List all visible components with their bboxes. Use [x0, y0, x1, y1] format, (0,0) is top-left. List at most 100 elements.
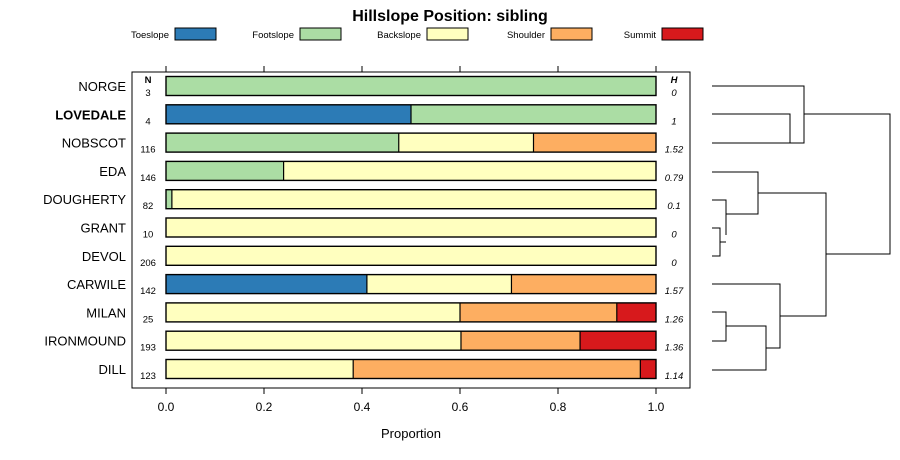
- h-value-lovedale: 1: [671, 116, 676, 127]
- dendrogram-branch: [712, 199, 727, 235]
- x-axis-label: Proportion: [381, 426, 441, 441]
- bar-segment-ironmound-backslope: [166, 331, 461, 351]
- h-column-header: H: [671, 75, 679, 86]
- soil-label-dougherty: DOUGHERTY: [43, 192, 126, 207]
- bar-segment-milan-backslope: [166, 302, 460, 322]
- bar-segment-carwile-toeslope: [166, 274, 367, 294]
- dendrogram-branch: [712, 171, 759, 215]
- n-value-milan: 25: [143, 314, 154, 325]
- n-value-devol: 206: [140, 258, 156, 269]
- h-value-grant: 0: [671, 230, 677, 241]
- bar-segment-carwile-backslope: [366, 274, 512, 294]
- legend-swatch-backslope: [426, 27, 469, 41]
- x-tick-label-0-2: 0.2: [256, 400, 273, 414]
- h-value-dougherty: 0.1: [667, 201, 680, 212]
- bar-outline-nobscot: [165, 132, 657, 153]
- h-value-milan: 1.26: [665, 314, 684, 325]
- soil-label-ironmound: IRONMOUND: [44, 334, 126, 349]
- bar-segment-milan-summit: [616, 302, 656, 322]
- legend-label-shoulder: Shoulder: [507, 30, 545, 41]
- bar-segment-dill-summit: [640, 359, 656, 379]
- bar-segment-dill-backslope: [166, 359, 354, 379]
- bars: [165, 75, 657, 380]
- h-value-norge: 0: [671, 88, 677, 99]
- x-tick-label-0-8: 0.8: [550, 400, 567, 414]
- legend-swatch-summit: [661, 27, 704, 41]
- x-axis: 0.0 0.2 0.4 0.6 0.8 1.0: [158, 66, 665, 414]
- dendrogram-branch: [712, 311, 727, 342]
- dendrogram-branch: [712, 325, 767, 371]
- bar-outline-devol: [165, 245, 657, 267]
- soil-label-carwile: CARWILE: [67, 277, 126, 292]
- dendrogram: [712, 85, 891, 371]
- bar-segment-devol-backslope: [166, 246, 656, 266]
- legend-label-backslope: Backslope: [377, 30, 421, 41]
- dendrogram-branch: [758, 192, 827, 317]
- legend-label-toeslope: Toeslope: [131, 30, 169, 41]
- bar-segment-ironmound-summit: [580, 331, 656, 351]
- n-value-lovedale: 4: [145, 116, 150, 127]
- bar-segment-dougherty-backslope: [171, 189, 656, 209]
- soil-label-devol: DEVOL: [82, 249, 126, 264]
- soil-label-grant: GRANT: [81, 221, 127, 236]
- bar-outline-dougherty: [165, 188, 657, 210]
- n-value-nobscot: 116: [140, 145, 155, 156]
- bar-outline-lovedale: [165, 104, 657, 125]
- bar-segment-eda-footslope: [166, 161, 284, 181]
- n-value-grant: 10: [143, 230, 154, 241]
- dendrogram-branch: [804, 113, 891, 255]
- h-value-ironmound: 1.36: [665, 343, 684, 354]
- h-value-devol: 0: [671, 258, 677, 269]
- h-value-eda: 0.79: [665, 173, 684, 184]
- legend: Toeslope Footslope Backslope Shoulder Summit: [131, 27, 704, 41]
- bar-segment-lovedale-toeslope: [166, 104, 411, 124]
- soil-label-nobscot: NOBSCOT: [62, 136, 126, 151]
- bar-segment-nobscot-footslope: [166, 133, 399, 153]
- legend-swatch-footslope: [299, 27, 342, 41]
- legend-label-summit: Summit: [624, 30, 657, 41]
- n-value-dougherty: 82: [143, 201, 154, 212]
- x-tick-label-0-4: 0.4: [354, 400, 371, 414]
- dendrogram-branch: [712, 227, 721, 257]
- dendrogram-branch: [712, 113, 791, 144]
- bar-segment-ironmound-shoulder: [460, 331, 581, 351]
- bar-segment-lovedale-footslope: [411, 104, 656, 124]
- bar-segment-nobscot-shoulder: [533, 133, 656, 153]
- soil-labels: NORGE LOVEDALE NOBSCOT EDA DOUGHERTY GRANT DEV…: [43, 79, 126, 377]
- soil-label-lovedale: LOVEDALE: [55, 107, 126, 122]
- h-value-carwile: 1.57: [665, 286, 684, 297]
- soil-label-eda: EDA: [99, 164, 126, 179]
- soil-label-dill: DILL: [99, 362, 126, 377]
- x-tick-label-1-0: 1.0: [648, 400, 665, 414]
- h-column: H 0 1 1.52 0.79 0.1 0 0 1.57 1.26 1.36 1.14: [665, 75, 684, 382]
- legend-swatch-shoulder: [550, 27, 593, 41]
- n-value-norge: 3: [145, 88, 150, 99]
- bar-segment-dill-shoulder: [353, 359, 641, 379]
- bar-outline-milan: [165, 302, 657, 323]
- legend-swatch-toeslope: [174, 27, 217, 41]
- n-value-dill: 123: [140, 371, 156, 382]
- bar-segment-eda-backslope: [283, 161, 656, 181]
- soil-label-milan: MILAN: [86, 305, 126, 320]
- bar-outline-eda: [165, 160, 657, 182]
- bar-outline-dill: [165, 358, 657, 380]
- bar-segment-grant-backslope: [166, 218, 656, 237]
- bar-outline-grant: [165, 217, 657, 238]
- bar-segment-norge-footslope: [166, 76, 656, 96]
- h-value-nobscot: 1.52: [665, 145, 684, 156]
- n-value-carwile: 142: [140, 286, 156, 297]
- x-tick-label-0-0: 0.0: [158, 400, 175, 414]
- legend-label-footslope: Footslope: [252, 30, 294, 41]
- x-tick-label-0-6: 0.6: [452, 400, 469, 414]
- dendrogram-branch: [712, 283, 781, 349]
- n-value-ironmound: 193: [140, 343, 156, 354]
- bar-segment-nobscot-backslope: [398, 133, 534, 153]
- bar-segment-carwile-shoulder: [511, 274, 656, 294]
- bar-segment-milan-shoulder: [460, 302, 617, 322]
- bar-segment-dougherty-footslope: [166, 189, 172, 209]
- h-value-dill: 1.14: [665, 371, 684, 382]
- bar-outline-ironmound: [165, 330, 657, 351]
- n-value-eda: 146: [140, 173, 156, 184]
- bar-outline-norge: [165, 75, 657, 97]
